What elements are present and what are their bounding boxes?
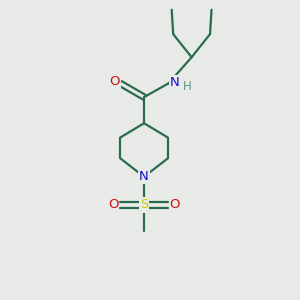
- Text: O: O: [110, 74, 120, 88]
- Text: S: S: [140, 199, 148, 212]
- Text: H: H: [182, 80, 191, 93]
- Text: O: O: [170, 199, 180, 212]
- Text: N: N: [170, 76, 180, 89]
- Text: N: N: [139, 170, 149, 183]
- Text: O: O: [108, 199, 119, 212]
